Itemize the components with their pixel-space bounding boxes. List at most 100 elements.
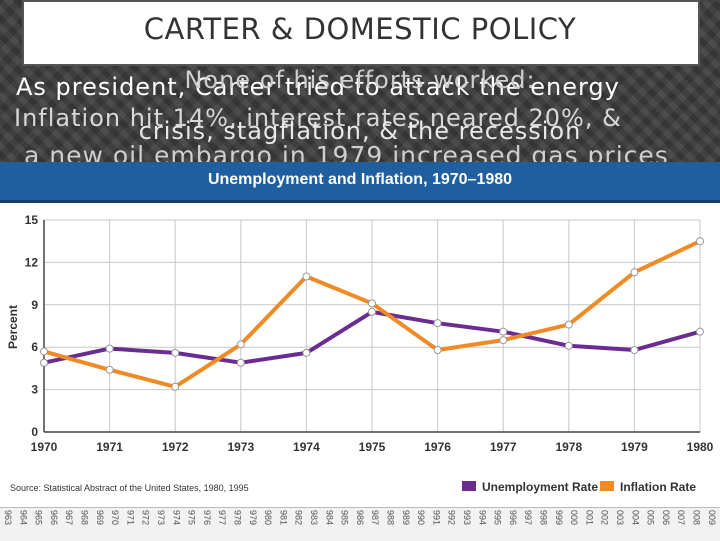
legend-swatch	[462, 481, 476, 491]
overlay-text-line-2: crisis, stagflation, & the recession	[138, 117, 582, 145]
background-year-label: 001	[584, 510, 595, 526]
background-year-label: 980	[263, 510, 274, 526]
legend-label: Unemployment Rate	[482, 480, 598, 494]
legend-label: Inflation Rate	[620, 480, 696, 494]
background-year-label: 990	[416, 510, 427, 526]
background-year-label: 965	[33, 510, 44, 526]
y-tick-label: 0	[31, 425, 38, 439]
background-year-label: 976	[201, 510, 212, 526]
background-year-label: 983	[309, 510, 319, 526]
background-year-label: 967	[64, 510, 75, 526]
y-tick-label: 12	[25, 255, 39, 269]
background-year-label: 999	[553, 510, 564, 526]
background-year-label: 975	[186, 510, 197, 526]
background-year-label: 979	[247, 510, 258, 526]
x-tick-label: 1979	[621, 440, 648, 454]
background-year-label: 000	[569, 510, 580, 526]
data-point-inflation	[171, 382, 180, 391]
x-tick-label: 1970	[31, 440, 58, 454]
x-tick-label: 1971	[96, 440, 123, 454]
background-year-label: 964	[18, 510, 29, 526]
data-point-unemployment	[105, 344, 114, 353]
data-point-inflation	[236, 340, 245, 349]
data-point-inflation	[302, 272, 311, 281]
source-note: Source: Statistical Abstract of the Unit…	[10, 483, 249, 493]
background-year-label: 008	[691, 510, 702, 526]
background-year-label: 982	[293, 510, 304, 526]
background-year-label: 005	[645, 510, 656, 526]
background-year-label: 988	[385, 510, 396, 526]
background-year-label: 968	[79, 510, 90, 526]
legend-swatch	[600, 481, 614, 491]
y-tick-label: 6	[31, 340, 38, 354]
data-point-unemployment	[564, 341, 573, 350]
data-point-inflation	[499, 336, 508, 345]
background-year-label: 994	[477, 510, 488, 526]
slide-title: CARTER & DOMESTIC POLICY	[143, 12, 577, 46]
background-year-label: 963	[3, 510, 13, 526]
x-tick-label: 1974	[293, 440, 320, 454]
background-year-label: 995	[492, 510, 503, 526]
data-point-inflation	[40, 347, 48, 356]
background-year-strip: 963 964 965 966 967 968 969 970 971 972 973 974 975 9…	[0, 507, 720, 541]
background-year-label: 996	[507, 510, 518, 526]
y-tick-label: 15	[25, 213, 39, 227]
data-point-unemployment	[236, 358, 245, 367]
data-point-inflation	[433, 346, 442, 355]
chart-title: Unemployment and Inflation, 1970–1980	[207, 171, 513, 188]
background-year-label: 002	[599, 510, 610, 526]
background-year-label: 991	[431, 510, 442, 526]
background-year-label: 006	[660, 510, 671, 526]
data-point-inflation	[696, 237, 704, 246]
background-year-label: 970	[110, 510, 121, 526]
overlay-text-line-1: None of his efforts worked:	[184, 66, 536, 94]
data-point-unemployment	[630, 346, 639, 355]
background-year-label: 992	[446, 510, 457, 526]
data-point-unemployment	[40, 358, 48, 367]
background-year-label: 969	[94, 510, 105, 526]
background-year-label: 987	[370, 510, 381, 526]
background-year-label: 971	[125, 510, 136, 526]
line-chart: 0 3 6 9 12 15 1970 1971 1972 1973 1974 1975 1976 197…	[6, 213, 714, 494]
data-point-unemployment	[302, 348, 311, 357]
background-year-label: 009	[706, 510, 717, 526]
x-tick-label: 1977	[490, 440, 517, 454]
background-year-label: 985	[339, 510, 350, 526]
background-year-label: 989	[400, 510, 411, 526]
background-year-label: 977	[217, 510, 228, 526]
background-year-label: 997	[523, 510, 534, 526]
data-point-unemployment	[433, 319, 442, 328]
background-year-label: 007	[676, 510, 687, 526]
y-tick-label: 9	[31, 298, 38, 312]
background-year-label: 004	[630, 510, 641, 526]
x-tick-label: 1978	[555, 440, 582, 454]
background-year-label: 981	[278, 510, 289, 526]
chart-header	[0, 162, 720, 203]
data-point-unemployment	[696, 327, 704, 336]
background-year-label: 986	[354, 510, 365, 526]
data-point-inflation	[368, 299, 376, 308]
title-box	[22, 0, 700, 66]
x-tick-label: 1976	[424, 440, 451, 454]
data-point-inflation	[630, 268, 639, 277]
data-point-inflation	[105, 365, 114, 374]
background-year-label: 972	[140, 510, 151, 526]
background-year-label: 003	[615, 510, 625, 526]
data-point-unemployment	[499, 327, 508, 336]
background-year-label: 974	[171, 510, 182, 526]
chart-panel: Unemployment and Inflation, 1970–1980 0 3…	[0, 162, 720, 507]
background-year-label: 993	[462, 510, 472, 526]
background-year-label: 998	[538, 510, 549, 526]
data-point-unemployment	[171, 348, 180, 357]
y-tick-label: 3	[31, 383, 38, 397]
x-tick-label: 1980	[687, 440, 714, 454]
data-point-unemployment	[368, 307, 376, 316]
data-point-inflation	[564, 320, 573, 329]
y-axis-label: Percent	[6, 305, 20, 349]
slide-text-line-2: Inflation hit 14%, interest rates neared…	[14, 104, 622, 132]
x-tick-label: 1973	[227, 440, 254, 454]
background-year-label: 973	[156, 510, 166, 526]
background-year-label: 966	[48, 510, 59, 526]
x-tick-label: 1972	[162, 440, 189, 454]
background-year-label: 978	[232, 510, 243, 526]
